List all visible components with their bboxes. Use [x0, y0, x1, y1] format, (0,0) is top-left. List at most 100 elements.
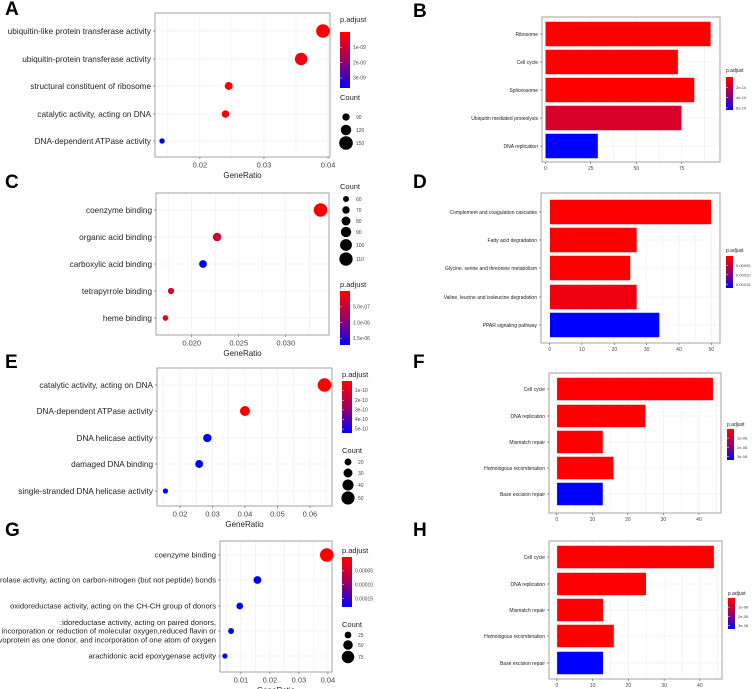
- x-tick-label: 40: [697, 683, 703, 689]
- x-tick-label: 0.05: [270, 510, 285, 519]
- size-legend-title: Count: [342, 446, 363, 455]
- bar: [556, 482, 604, 506]
- color-legend-title: p.adjust: [728, 591, 746, 597]
- color-legend-label: 2e-08: [738, 614, 749, 619]
- data-point: [319, 548, 334, 562]
- size-legend-label: 150: [356, 141, 365, 147]
- x-axis-title: GeneRatio: [223, 349, 262, 358]
- color-legend-label: 1.0e-06: [353, 320, 370, 326]
- data-point: [316, 24, 330, 38]
- color-legend-label: 1e-08: [737, 436, 748, 441]
- bar: [549, 199, 712, 225]
- data-point: [239, 405, 251, 417]
- size-legend-label: 60: [356, 197, 362, 203]
- bar: [545, 77, 695, 103]
- size-legend-key: [341, 491, 355, 505]
- color-legend-label: 5.0e-07: [353, 304, 370, 310]
- x-tick-label: 50: [708, 347, 714, 353]
- plot-border: [154, 12, 331, 158]
- plot-border: [219, 540, 333, 673]
- x-tick-label: 0.06: [303, 510, 318, 519]
- category-label: carboxylic acid binding: [70, 260, 153, 269]
- category-label: Complement and coagulation cascades: [449, 210, 537, 216]
- x-axis-title: GeneRatio: [223, 171, 262, 180]
- data-point: [228, 628, 234, 634]
- category-label: Cell cycle: [517, 60, 539, 66]
- size-legend-label: 20: [358, 460, 364, 466]
- size-legend-key: [340, 239, 352, 251]
- size-legend-key: [339, 252, 353, 266]
- x-tick-label: 40: [676, 347, 682, 353]
- category-label: Cell cycle: [524, 555, 546, 561]
- category-label: arachidonic acid epoxygenase activity: [89, 652, 217, 661]
- bar: [545, 133, 599, 159]
- color-legend-label: 3e-08: [738, 623, 749, 628]
- size-legend-label: 40: [358, 483, 364, 489]
- color-legend-bar: [726, 77, 733, 110]
- size-legend-key: [343, 640, 353, 650]
- x-tick-label: 0: [555, 517, 558, 523]
- color-legend-label: 6e-10: [736, 106, 747, 111]
- color-legend-title: p.adjust: [340, 280, 367, 289]
- x-tick-label: 0.01: [234, 676, 249, 685]
- x-tick-label: 20: [612, 347, 618, 353]
- x-tick-label: 0: [555, 683, 558, 689]
- x-tick-label: 30: [661, 517, 667, 523]
- color-legend-bar: [728, 598, 735, 629]
- x-tick-label: 0.025: [229, 339, 248, 348]
- panel-label-d: D: [413, 172, 427, 193]
- category-label: heme binding: [103, 314, 153, 323]
- panel-label-c: C: [5, 172, 19, 193]
- plot-border: [541, 16, 721, 163]
- category-label: Cell cycle: [524, 387, 546, 393]
- x-tick-label: 75: [679, 166, 685, 172]
- size-legend-key: [341, 216, 351, 226]
- data-point: [203, 433, 212, 443]
- color-legend-label: 4e-10: [355, 417, 368, 423]
- bar: [556, 598, 604, 622]
- bar: [556, 377, 714, 401]
- color-legend-bar: [340, 291, 350, 345]
- x-tick-label: 0.04: [321, 161, 336, 170]
- category-label: single-stranded DNA helicase activity: [18, 487, 154, 496]
- category-label: ubiquitin-like protein transferase activ…: [8, 27, 152, 36]
- category-label: tetrapyrrole binding: [82, 287, 153, 296]
- size-legend-title: Count: [342, 620, 363, 629]
- data-point: [162, 315, 169, 321]
- data-point: [294, 52, 308, 66]
- data-point: [222, 653, 228, 659]
- panel-label-h: H: [413, 520, 427, 541]
- x-tick-label: 0.02: [193, 161, 208, 170]
- bar: [556, 404, 646, 428]
- x-tick-label: 25: [588, 166, 594, 172]
- color-legend-label: 1e-10: [355, 388, 368, 394]
- size-legend-key: [343, 468, 353, 478]
- size-legend-label: 25: [358, 633, 364, 639]
- bar: [556, 572, 647, 596]
- category-label: Mismatch repair: [509, 440, 545, 446]
- x-tick-label: 0: [548, 347, 551, 353]
- size-legend-label: 110: [356, 257, 364, 263]
- category-label: Fatty acid degradation: [488, 238, 538, 244]
- color-legend-label: 0.00015: [355, 596, 373, 602]
- size-legend-title: Count: [340, 182, 361, 191]
- x-tick-label: 20: [625, 517, 631, 523]
- data-point: [221, 110, 230, 118]
- x-tick-label: 0.03: [292, 676, 307, 685]
- color-legend-bar: [342, 381, 352, 433]
- size-legend-label: 50: [358, 496, 364, 502]
- color-legend-label: 2e-09: [353, 60, 366, 66]
- category-label: damaged DNA binding: [71, 460, 153, 469]
- category-label: DNA replication: [511, 414, 546, 420]
- panel-label-e: E: [5, 352, 18, 373]
- bar: [556, 456, 614, 480]
- color-legend-label: 1e-08: [738, 605, 749, 610]
- category-label: coenzyme binding: [86, 206, 152, 215]
- x-tick-label: 0.030: [276, 339, 295, 348]
- category-label: Homologous recombination: [484, 634, 545, 640]
- category-label: Spliceosome: [509, 88, 538, 94]
- plot-background: [157, 368, 332, 506]
